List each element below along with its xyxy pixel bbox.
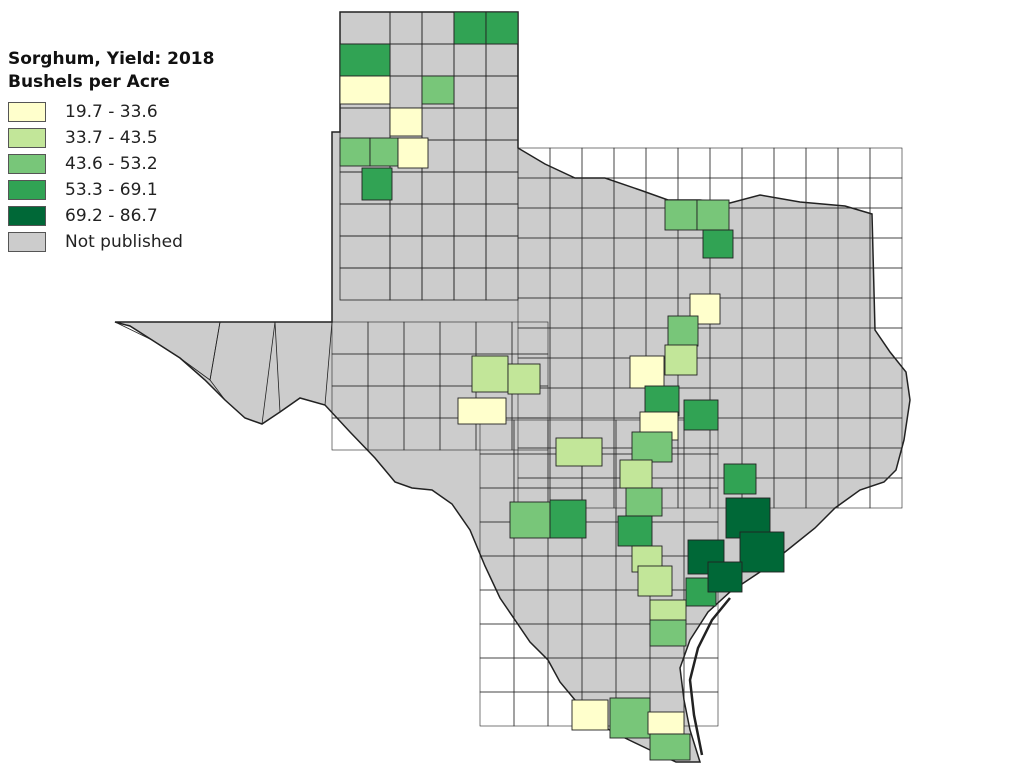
legend-label: 33.7 - 43.5	[65, 128, 158, 148]
legend-subtitle: Bushels per Acre	[8, 72, 170, 92]
county-yield	[723, 463, 757, 495]
county-yield	[369, 137, 399, 167]
legend-item-19-33: 19.7 - 33.6	[8, 102, 214, 128]
legend-label: Not published	[65, 232, 183, 252]
county-boundary	[581, 147, 615, 179]
county-yield	[649, 599, 687, 623]
county-boundary	[274, 321, 333, 413]
county-yield	[619, 459, 653, 489]
county-boundary	[683, 657, 719, 693]
county-yield	[339, 43, 391, 77]
county-yield	[509, 501, 551, 539]
county-boundary	[513, 691, 549, 727]
county-boundary	[479, 623, 515, 659]
county-boundary	[837, 177, 871, 209]
county-boundary	[683, 691, 719, 727]
county-boundary	[479, 691, 515, 727]
county-yield	[667, 315, 699, 347]
county-yield	[549, 499, 587, 539]
county-yield	[339, 137, 371, 167]
county-boundary	[805, 147, 839, 179]
county-yield	[571, 699, 609, 731]
county-boundary	[114, 321, 221, 381]
county-yield	[555, 437, 603, 467]
county-yield	[507, 363, 541, 395]
county-yield	[683, 399, 719, 431]
legend-label: 69.2 - 86.7	[65, 206, 158, 226]
legend-item-not-published: Not published	[8, 232, 214, 258]
county-boundary	[869, 207, 903, 239]
county-yield	[361, 167, 393, 201]
county-boundary	[613, 147, 647, 179]
county-yield	[739, 531, 785, 573]
county-yield	[339, 75, 391, 105]
county-yield	[644, 385, 680, 417]
county-yield	[625, 487, 663, 517]
county-yield	[664, 344, 698, 376]
legend-item-53-69: 53.3 - 69.1	[8, 180, 214, 206]
legend-swatch	[8, 102, 46, 122]
county-yield	[617, 515, 653, 547]
legend: Sorghum, Yield: 2018 Bushels per Acre 19…	[8, 48, 214, 258]
legend-swatch	[8, 154, 46, 174]
county-boundary	[645, 147, 679, 179]
county-yield	[609, 697, 651, 739]
county-yield	[649, 619, 687, 647]
county-yield	[453, 11, 487, 45]
county-boundary	[869, 177, 903, 209]
legend-label: 19.7 - 33.6	[65, 102, 158, 122]
county-boundary	[869, 147, 903, 179]
legend-swatch	[8, 206, 46, 226]
county-yield	[485, 11, 519, 45]
legend-title: Sorghum, Yield: 2018	[8, 49, 215, 69]
legend-label: 53.3 - 69.1	[65, 180, 158, 200]
legend-item-69-86: 69.2 - 86.7	[8, 206, 214, 232]
barrier-island	[688, 597, 731, 756]
county-boundary	[513, 657, 549, 693]
county-boundary	[709, 147, 743, 179]
legend-swatch	[8, 128, 46, 148]
county-yield	[647, 711, 685, 735]
county-yield	[397, 137, 429, 169]
county-yield	[457, 397, 507, 425]
county-boundary	[869, 477, 903, 509]
legend-swatch	[8, 180, 46, 200]
county-boundary	[741, 147, 775, 179]
county-yield	[664, 199, 698, 231]
county-yield	[702, 229, 734, 259]
county-yield	[649, 733, 691, 761]
county-boundary	[677, 147, 711, 179]
legend-item-43-53: 43.6 - 53.2	[8, 154, 214, 180]
county-yield	[389, 107, 423, 137]
county-boundary	[869, 237, 903, 269]
county-yield	[471, 355, 509, 393]
county-yield	[696, 199, 730, 231]
county-yield	[725, 497, 771, 539]
legend-label: 43.6 - 53.2	[65, 154, 158, 174]
county-yield	[707, 561, 743, 593]
county-boundary	[837, 147, 871, 179]
county-yield	[629, 355, 665, 389]
county-boundary	[479, 657, 515, 693]
county-boundary	[773, 147, 807, 179]
county-yield	[421, 75, 455, 105]
legend-swatch	[8, 232, 46, 252]
legend-list: 19.7 - 33.6 33.7 - 43.5 43.6 - 53.2 53.3…	[8, 102, 214, 258]
county-yield	[637, 565, 673, 597]
county-yield	[631, 431, 673, 463]
legend-item-33-43: 33.7 - 43.5	[8, 128, 214, 154]
